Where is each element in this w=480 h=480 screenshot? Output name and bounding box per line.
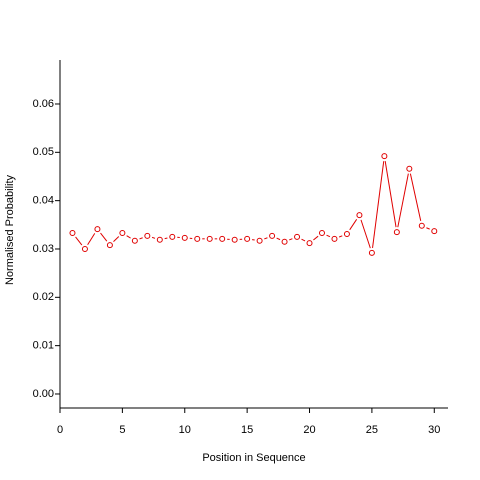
connector xyxy=(276,237,281,241)
point xyxy=(206,235,213,242)
point xyxy=(194,235,201,242)
point xyxy=(81,245,88,252)
point xyxy=(256,237,263,244)
y-tick-label: 0.05 xyxy=(33,146,54,158)
connector xyxy=(289,238,293,241)
y-tick-label: 0.00 xyxy=(33,388,54,400)
point xyxy=(231,236,238,243)
point xyxy=(294,233,301,240)
point xyxy=(119,230,126,237)
point xyxy=(331,235,338,242)
connector xyxy=(360,219,371,249)
point xyxy=(244,235,251,242)
point xyxy=(131,237,138,244)
x-tick-label: 15 xyxy=(241,424,253,436)
point xyxy=(306,240,313,247)
connector xyxy=(426,227,430,230)
connector xyxy=(264,237,268,240)
point xyxy=(94,226,101,233)
point xyxy=(418,222,425,229)
point xyxy=(381,153,388,160)
y-tick-label: 0.02 xyxy=(33,291,54,303)
connector xyxy=(75,236,83,246)
connector xyxy=(372,161,385,248)
y-axis-label: Normalised Probability xyxy=(4,174,16,285)
connector xyxy=(397,173,409,228)
connector xyxy=(349,219,358,231)
connector xyxy=(301,238,306,242)
connector xyxy=(100,232,108,242)
point xyxy=(106,242,113,249)
point xyxy=(269,232,276,239)
point xyxy=(393,229,400,236)
connector xyxy=(151,236,156,239)
point xyxy=(281,238,288,245)
point xyxy=(219,235,226,242)
connector xyxy=(164,237,168,240)
connector xyxy=(126,235,131,239)
connector xyxy=(313,235,319,241)
x-tick-label: 10 xyxy=(179,424,191,436)
point xyxy=(144,232,151,239)
point xyxy=(318,230,325,237)
x-tick-label: 25 xyxy=(366,424,378,436)
connector xyxy=(338,235,343,238)
connector xyxy=(384,161,397,228)
point xyxy=(69,230,76,237)
point xyxy=(406,165,413,172)
connector xyxy=(409,173,422,222)
connector xyxy=(87,233,96,246)
x-tick-label: 0 xyxy=(57,424,63,436)
point xyxy=(156,236,163,243)
point xyxy=(356,212,363,219)
x-axis-label: Position in Sequence xyxy=(202,452,305,464)
x-tick-label: 30 xyxy=(428,424,440,436)
y-tick-label: 0.04 xyxy=(33,195,54,207)
x-tick-label: 20 xyxy=(303,424,315,436)
y-tick-label: 0.06 xyxy=(33,98,54,110)
point xyxy=(343,231,350,237)
point xyxy=(181,234,188,241)
connector xyxy=(326,234,331,238)
y-tick-label: 0.03 xyxy=(33,243,54,255)
connector xyxy=(113,236,120,242)
x-tick-label: 5 xyxy=(119,424,125,436)
point xyxy=(431,228,438,235)
connector xyxy=(139,237,143,240)
point xyxy=(368,249,375,256)
point xyxy=(169,233,176,240)
y-tick-label: 0.01 xyxy=(33,340,54,352)
